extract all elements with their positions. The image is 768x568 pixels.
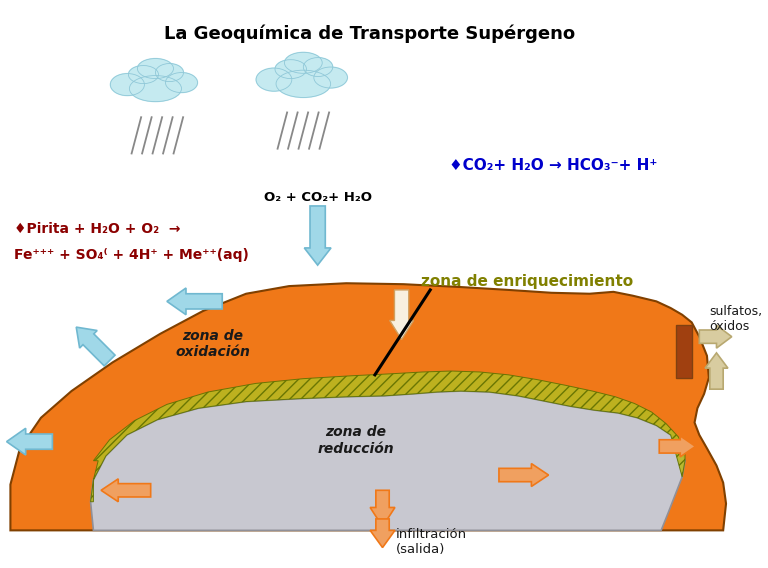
FancyArrow shape	[76, 327, 115, 366]
Ellipse shape	[155, 64, 184, 82]
Text: ♦CO₂+ H₂O → HCO₃⁻+ H⁺: ♦CO₂+ H₂O → HCO₃⁻+ H⁺	[449, 158, 657, 173]
FancyArrow shape	[167, 288, 222, 315]
Text: zona de
reducción: zona de reducción	[317, 425, 394, 456]
FancyArrow shape	[7, 428, 52, 455]
Polygon shape	[91, 371, 685, 502]
Ellipse shape	[284, 52, 323, 73]
Ellipse shape	[165, 73, 197, 93]
Ellipse shape	[129, 76, 181, 102]
Ellipse shape	[256, 68, 292, 91]
Bar	[677, 325, 692, 378]
Text: ♦Pirita + H₂O + O₂  →: ♦Pirita + H₂O + O₂ →	[15, 222, 180, 236]
Ellipse shape	[275, 60, 306, 78]
FancyArrow shape	[700, 325, 732, 348]
FancyArrow shape	[304, 206, 331, 265]
FancyArrow shape	[389, 290, 413, 340]
FancyArrow shape	[370, 519, 395, 548]
Ellipse shape	[303, 57, 333, 77]
FancyArrow shape	[705, 353, 728, 389]
Ellipse shape	[137, 59, 174, 78]
Ellipse shape	[128, 65, 158, 83]
Polygon shape	[91, 391, 685, 531]
Text: sulfatos,
óxidos: sulfatos, óxidos	[709, 305, 762, 333]
Text: zona de
oxidación: zona de oxidación	[175, 329, 250, 359]
Ellipse shape	[111, 74, 144, 95]
FancyArrow shape	[499, 463, 548, 486]
Text: zona de enriquecimiento: zona de enriquecimiento	[421, 274, 633, 289]
Text: infiltración
(salida): infiltración (salida)	[396, 528, 467, 557]
FancyArrow shape	[101, 479, 151, 502]
FancyArrow shape	[370, 490, 395, 527]
Ellipse shape	[314, 67, 347, 88]
Text: Fe⁺⁺⁺ + SO₄⁽ + 4H⁺ + Me⁺⁺(aq): Fe⁺⁺⁺ + SO₄⁽ + 4H⁺ + Me⁺⁺(aq)	[15, 248, 249, 262]
Text: O₂ + CO₂+ H₂O: O₂ + CO₂+ H₂O	[263, 191, 372, 204]
FancyArrow shape	[659, 436, 696, 457]
Polygon shape	[11, 283, 726, 531]
Ellipse shape	[276, 70, 331, 98]
Text: La Geoquímica de Transporte Supérgeno: La Geoquímica de Transporte Supérgeno	[164, 24, 574, 43]
